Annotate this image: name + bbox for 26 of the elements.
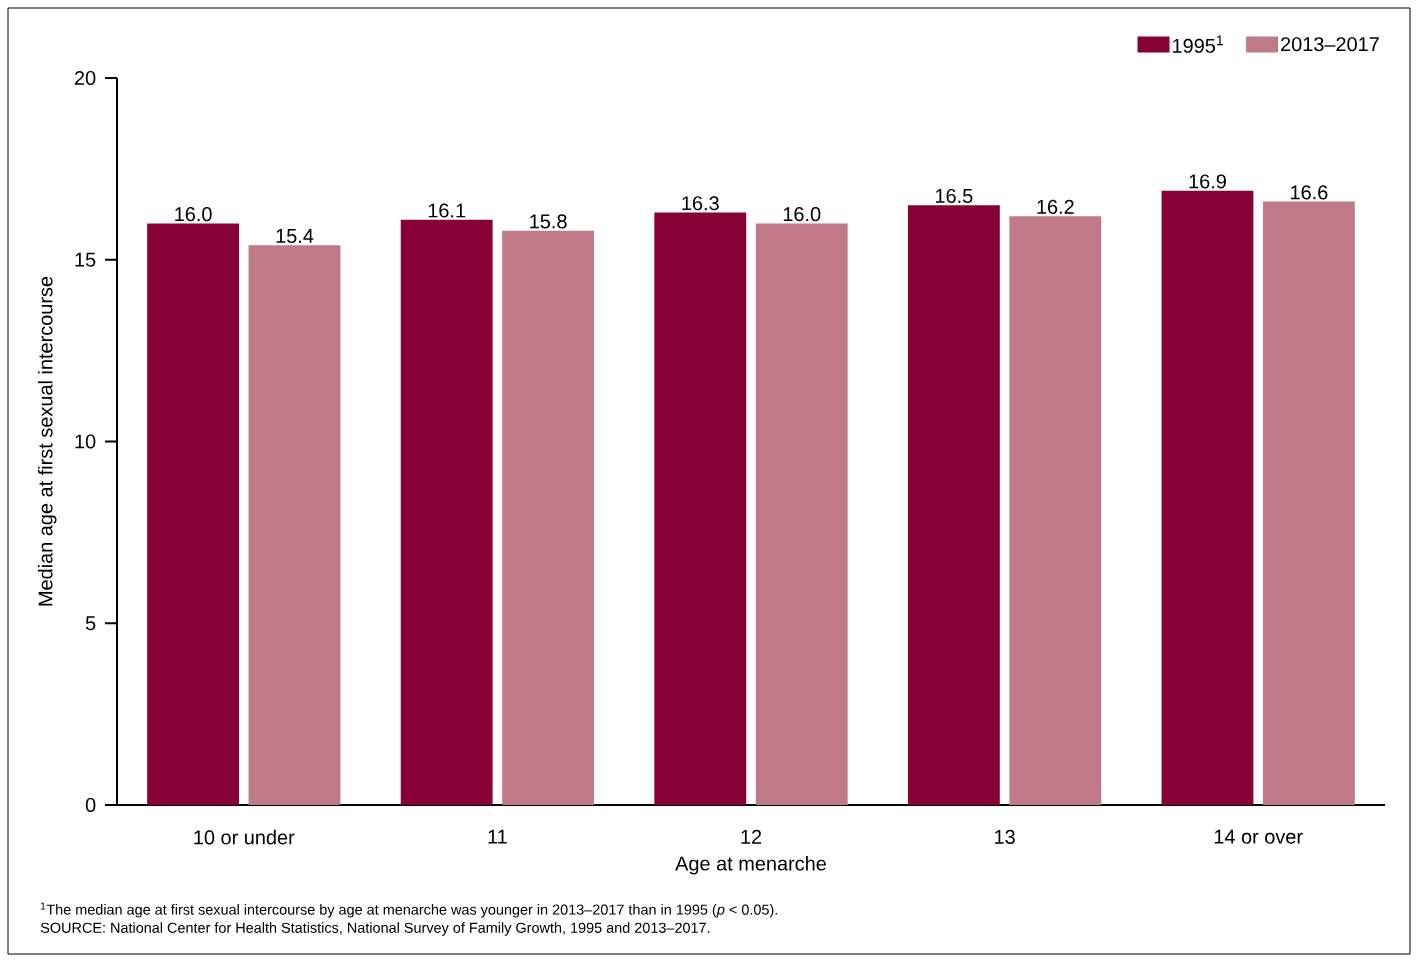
data-label: 15.8 xyxy=(530,214,567,229)
x-tick-label: 13 xyxy=(995,829,1015,844)
text: $^{1}$The median age at first sexual intercourse by age at menarche was younger in 2013–2017 than in 1995 (p < 0.05). xyxy=(40,902,777,918)
y-tick-label: 0 xyxy=(85,797,96,813)
y-tick-label: 15 xyxy=(75,252,96,267)
data-label: 16.2 xyxy=(1037,199,1074,214)
legend-label: 1995$^{1}$ xyxy=(1173,35,1223,53)
x-tick-label: 10 or under xyxy=(194,829,295,845)
data-label: 16.1 xyxy=(428,203,466,218)
data-label: 16.5 xyxy=(936,188,973,204)
data-label: 16.3 xyxy=(682,196,719,211)
data-label: 16.0 xyxy=(175,207,212,222)
x-tick-label: 12 xyxy=(741,829,762,844)
y-tick-label: 10 xyxy=(75,434,96,449)
x-axis-title: Age at menarche xyxy=(675,855,826,875)
y-axis-title: Median age at first sexual intercourse xyxy=(37,276,57,606)
data-label: 16.0 xyxy=(783,207,821,222)
y-tick-label: 20 xyxy=(75,70,96,86)
x-tick-label: 11 xyxy=(488,829,507,844)
source-note: SOURCE: National Center for Health Statistics, National Survey of Family Growth, 1995 and 2013–2017. xyxy=(40,922,710,936)
y-tick-label: 5 xyxy=(85,616,96,631)
data-label: 16.6 xyxy=(1291,185,1328,200)
data-label: 15.4 xyxy=(276,229,314,243)
data-label: 16.9 xyxy=(1189,174,1226,189)
x-tick-label: 14 or over xyxy=(1214,829,1303,844)
legend-label: 2013–2017 xyxy=(1281,37,1379,52)
